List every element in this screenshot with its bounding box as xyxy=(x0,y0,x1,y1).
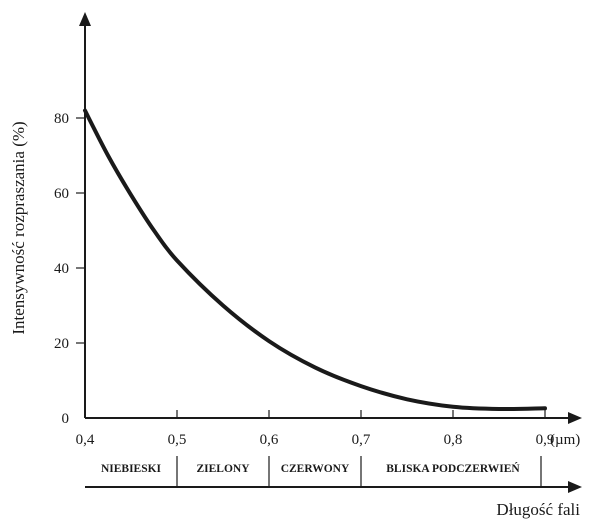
y-axis-title: Intensywność rozpraszania (%) xyxy=(9,121,28,334)
x-ticks: 0,4 0,5 0,6 0,7 0,8 0,9 xyxy=(76,410,555,448)
band-axis-arrow xyxy=(568,481,582,493)
x-tick-label: 0,8 xyxy=(444,432,463,448)
series-group xyxy=(83,108,547,412)
x-tick-label: 0,5 xyxy=(168,432,187,448)
x-axis-title: Długość fali xyxy=(496,500,580,519)
band-label: NIEBIESKI xyxy=(101,463,162,475)
x-tick-label: 0,4 xyxy=(76,432,95,448)
y-tick-label: 40 xyxy=(54,261,69,277)
y-ticks: 0 20 40 60 80 xyxy=(54,111,85,427)
y-axis-arrow xyxy=(79,12,91,26)
band-label: CZERWONY xyxy=(281,463,350,475)
x-axis-arrow xyxy=(568,412,582,424)
y-tick-label: 0 xyxy=(62,411,70,427)
x-tick-label: 0,9 xyxy=(536,432,555,448)
x-unit-label: (µm) xyxy=(550,432,580,448)
band-label: BLISKA PODCZERWIEŃ xyxy=(386,461,520,475)
axes xyxy=(79,12,582,424)
y-tick-label: 60 xyxy=(54,186,69,202)
wavelength-bands: NIEBIESKI ZIELONY CZERWONY BLISKA PODCZERWI… xyxy=(85,456,582,493)
scattering-curve xyxy=(83,108,547,412)
x-tick-label: 0,6 xyxy=(260,432,279,448)
y-tick-label: 20 xyxy=(54,336,69,352)
y-tick-label: 80 xyxy=(54,111,69,127)
band-label: ZIELONY xyxy=(196,463,250,475)
x-tick-label: 0,7 xyxy=(352,432,371,448)
